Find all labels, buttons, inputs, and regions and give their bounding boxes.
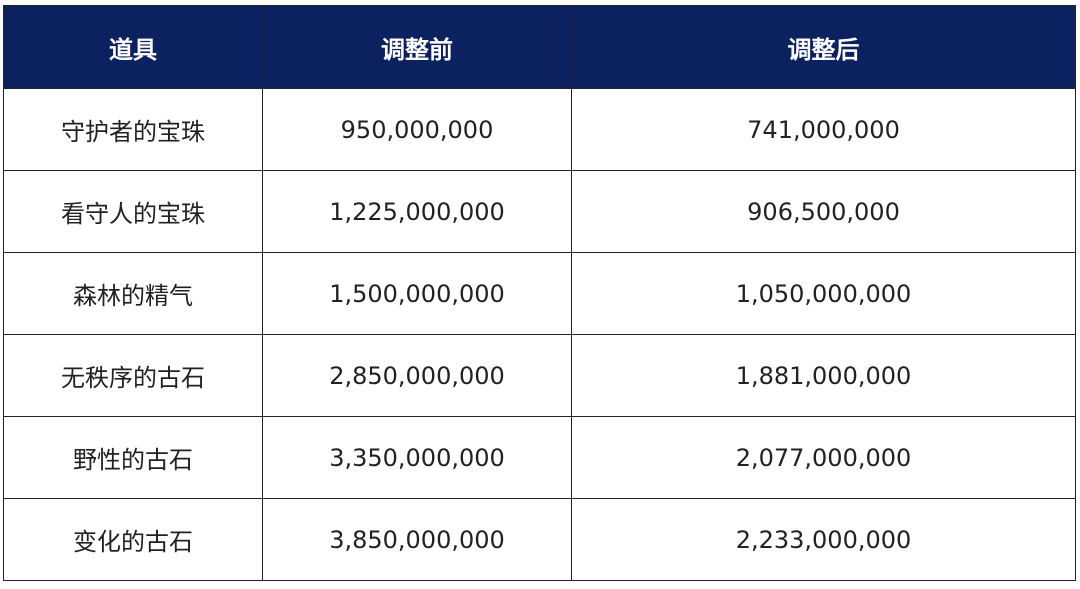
table-row: 守护者的宝珠 950,000,000 741,000,000 — [3, 88, 1076, 171]
table-cell: 森林的精气 — [3, 252, 263, 335]
table-cell: 1,881,000,000 — [571, 334, 1076, 417]
table-container: 道具 调整前 调整后 守护者的宝珠 950,000,000 741,000,000 看守人… — [3, 5, 1076, 581]
table-cell: 守护者的宝珠 — [3, 88, 263, 171]
table-row: 野性的古石 3,350,000,000 2,077,000,000 — [3, 416, 1076, 499]
header-row: 道具 调整前 调整后 — [3, 5, 1076, 89]
table-body: 守护者的宝珠 950,000,000 741,000,000 看守人的宝珠 1,225,… — [3, 88, 1076, 581]
table-cell: 3,850,000,000 — [262, 498, 572, 581]
table-cell: 野性的古石 — [3, 416, 263, 499]
table: 道具 调整前 调整后 守护者的宝珠 950,000,000 741,000,000 看守人… — [3, 5, 1076, 581]
table-cell: 2,233,000,000 — [571, 498, 1076, 581]
table-cell: 2,077,000,000 — [571, 416, 1076, 499]
table-cell: 看守人的宝珠 — [3, 170, 263, 253]
table-row: 无秩序的古石 2,850,000,000 1,881,000,000 — [3, 334, 1076, 417]
header-cell: 调整后 — [571, 5, 1076, 89]
table-row: 看守人的宝珠 1,225,000,000 906,500,000 — [3, 170, 1076, 253]
table-cell: 1,500,000,000 — [262, 252, 572, 335]
table-cell: 741,000,000 — [571, 88, 1076, 171]
table-cell: 3,350,000,000 — [262, 416, 572, 499]
table-cell: 950,000,000 — [262, 88, 572, 171]
table-cell: 906,500,000 — [571, 170, 1076, 253]
table-cell: 1,225,000,000 — [262, 170, 572, 253]
header-cell: 道具 — [3, 5, 263, 89]
header-cell: 调整前 — [262, 5, 572, 89]
table-row: 变化的古石 3,850,000,000 2,233,000,000 — [3, 498, 1076, 581]
table-cell: 无秩序的古石 — [3, 334, 263, 417]
table-cell: 变化的古石 — [3, 498, 263, 581]
table-cell: 1,050,000,000 — [571, 252, 1076, 335]
table-row: 森林的精气 1,500,000,000 1,050,000,000 — [3, 252, 1076, 335]
table-cell: 2,850,000,000 — [262, 334, 572, 417]
